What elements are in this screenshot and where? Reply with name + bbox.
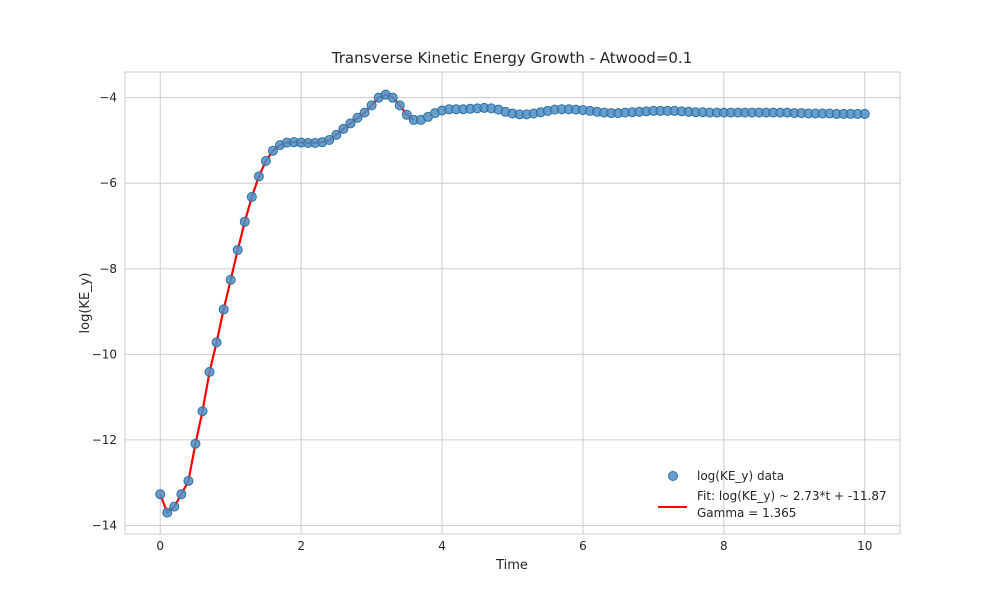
x-tick-label: 6 — [579, 539, 587, 553]
tick-labels: 0 2 4 6 8 10 −14 −12 −10 −8 −6 −4 — [92, 91, 873, 553]
x-tick-label: 8 — [720, 539, 728, 553]
legend: log(KE_y) data Fit: log(KE_y) ~ 2.73*t +… — [658, 469, 887, 520]
data-point — [401, 109, 412, 120]
data-point — [260, 155, 271, 166]
data-point — [253, 171, 264, 182]
x-tick-label: 0 — [156, 539, 164, 553]
data-point — [176, 489, 187, 500]
data-point — [366, 100, 377, 111]
data-point — [324, 135, 335, 146]
data-point — [155, 489, 166, 500]
data-point — [232, 244, 243, 255]
data-point — [197, 406, 208, 417]
data-point — [162, 507, 173, 518]
data-point — [183, 475, 194, 486]
y-tick-label: −8 — [99, 262, 117, 276]
data-point — [331, 129, 342, 140]
y-tick-label: −4 — [99, 91, 117, 105]
y-tick-label: −12 — [92, 433, 117, 447]
legend-fit-label-line1: Fit: log(KE_y) ~ 2.73*t + -11.87 — [697, 489, 887, 503]
data-point — [211, 337, 222, 348]
data-point — [359, 107, 370, 118]
data-point — [394, 100, 405, 111]
data-point — [246, 191, 257, 202]
data-points — [155, 89, 870, 518]
y-tick-label: −6 — [99, 176, 117, 190]
plot-area — [124, 71, 901, 535]
data-point — [225, 274, 236, 285]
data-point — [345, 118, 356, 129]
legend-fit-label-line2: Gamma = 1.365 — [697, 506, 796, 520]
y-axis-label: log(KE_y) — [78, 273, 93, 334]
x-tick-label: 10 — [857, 539, 872, 553]
x-axis-label: Time — [495, 558, 528, 573]
data-point — [239, 216, 250, 227]
data-point — [387, 92, 398, 103]
grid — [125, 72, 900, 534]
data-point — [338, 123, 349, 134]
data-point — [859, 108, 870, 119]
chart-title: Transverse Kinetic Energy Growth - Atwoo… — [331, 49, 693, 67]
data-point — [190, 438, 201, 449]
data-point — [204, 366, 215, 377]
data-point — [218, 304, 229, 315]
y-tick-label: −10 — [92, 347, 117, 361]
legend-scatter-marker — [668, 471, 678, 481]
data-point — [169, 501, 180, 512]
x-tick-label: 4 — [438, 539, 446, 553]
data-point — [267, 145, 278, 156]
y-tick-label: −14 — [92, 518, 117, 532]
legend-scatter-label: log(KE_y) data — [697, 469, 784, 483]
data-point — [352, 112, 363, 123]
x-tick-label: 2 — [297, 539, 305, 553]
